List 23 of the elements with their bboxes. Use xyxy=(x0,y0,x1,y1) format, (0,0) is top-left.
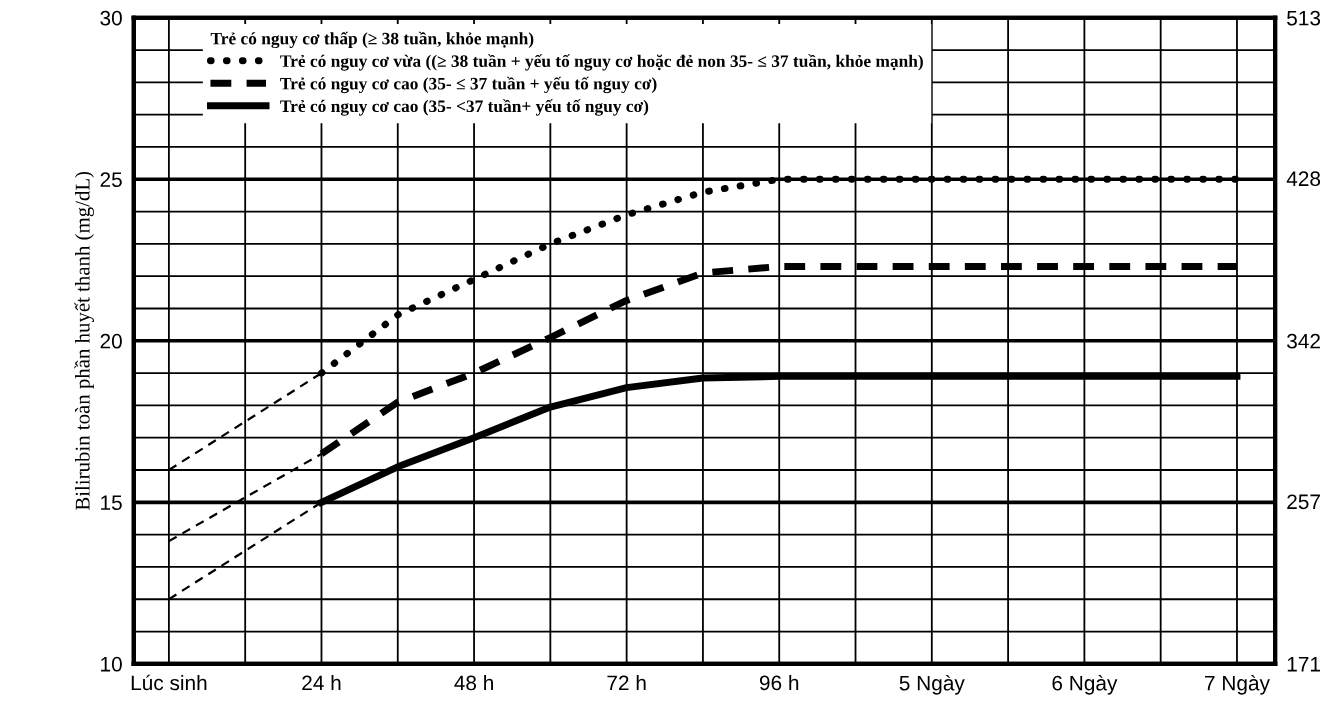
x-tick-label: 72 h xyxy=(607,674,646,691)
y2-tick-label: 171 xyxy=(1287,657,1320,672)
y2-tick-label: 513 xyxy=(1287,10,1321,26)
x-tick-label: Lúc sinh xyxy=(131,674,207,691)
legend-label: Trẻ có nguy cơ vừa ((≥ 38 tuần + yếu tố nguy cơ hoặc đẻ non 35- ≤ 37 tuần, khỏe mạnh) xyxy=(280,54,923,71)
x-tick-label: 6 Ngày xyxy=(1052,674,1118,695)
y-tick-label: 20 xyxy=(100,333,122,349)
y-tick-label: 10 xyxy=(101,656,122,672)
y-tick-label: 25 xyxy=(100,172,122,188)
x-tick-label: 96 h xyxy=(759,674,799,691)
y-tick-label: 30 xyxy=(100,10,122,26)
y-axis-title: Bilirubin toàn phần huyết thanh (mg/dL) xyxy=(74,171,94,511)
x-tick-label: 5 Ngày xyxy=(899,674,965,695)
x-tick-label: 24 h xyxy=(302,674,341,691)
legend-title: Trẻ có nguy cơ thấp (≥ 38 tuần, khỏe mạnh) xyxy=(210,31,534,49)
y-tick-label: 15 xyxy=(101,495,122,511)
x-tick-label: 7 Ngày xyxy=(1205,674,1270,695)
legend-label: Trẻ có nguy cơ cao (35- ≤ 37 tuần + yếu tố nguy cơ) xyxy=(280,76,657,94)
y2-tick-label: 257 xyxy=(1287,494,1320,510)
x-tick-label: 48 h xyxy=(454,674,493,691)
legend-label: Trẻ có nguy cơ cao (35- <37 tuần+ yếu tố nguy cơ) xyxy=(280,99,649,116)
y2-tick-label: 342 xyxy=(1287,333,1320,349)
y2-tick-label: 428 xyxy=(1286,171,1321,187)
